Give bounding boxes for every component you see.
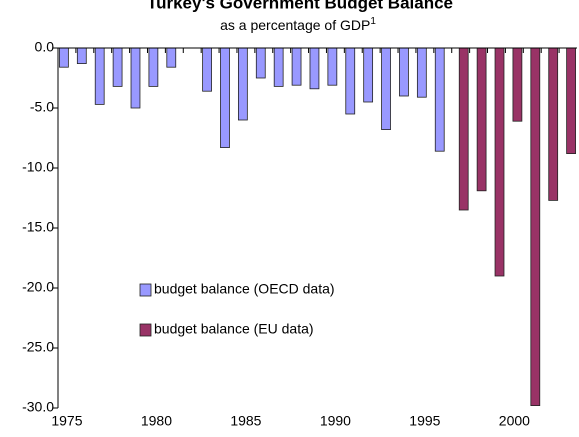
bar <box>434 47 445 152</box>
y-tick-label: -20.0 <box>22 279 54 295</box>
bar <box>255 47 266 79</box>
bar <box>291 47 302 86</box>
bar <box>458 47 469 211</box>
bar <box>237 47 248 121</box>
bar <box>327 47 338 86</box>
bar <box>494 47 505 277</box>
x-tick-label: 1975 <box>51 413 82 429</box>
subtitle-text: as a percentage of GDP <box>220 17 370 33</box>
bar <box>363 47 374 103</box>
bar <box>566 47 576 154</box>
bar <box>381 47 391 130</box>
legend-label: budget balance (EU data) <box>154 321 314 337</box>
chart-title: Turkey's Government Budget Balance <box>147 0 453 12</box>
bar <box>548 47 559 201</box>
bar <box>220 47 230 148</box>
bar <box>273 47 284 87</box>
legend-label: budget balance (OECD data) <box>154 281 335 297</box>
bar <box>112 47 123 87</box>
bar <box>130 47 141 109</box>
x-tick-label: 1995 <box>409 413 440 429</box>
y-tick-label: -25.0 <box>22 339 54 355</box>
y-tick-label: -10.0 <box>22 159 54 175</box>
bar <box>345 47 356 115</box>
x-tick-label: 1985 <box>230 413 261 429</box>
bar <box>166 47 177 68</box>
y-tick-label: -15.0 <box>22 219 54 235</box>
bar <box>399 47 409 97</box>
x-tick-label: 2000 <box>499 413 530 429</box>
x-tick-label: 1980 <box>141 413 172 429</box>
y-tick-label: 0.0 <box>35 39 55 55</box>
bar <box>530 47 541 407</box>
x-tick-label: 1990 <box>320 413 351 429</box>
bar <box>309 47 320 90</box>
y-tick-label: -30.0 <box>22 399 54 415</box>
bar <box>512 47 523 122</box>
y-tick-label: -5.0 <box>30 99 54 115</box>
bar <box>202 47 212 92</box>
bar <box>416 47 427 98</box>
bar <box>94 47 105 105</box>
bar <box>59 47 69 68</box>
bar <box>148 47 159 87</box>
bar <box>76 47 87 65</box>
legend-swatch <box>139 283 152 297</box>
chart-subtitle: as a percentage of GDP1 <box>220 16 376 33</box>
legend-swatch <box>139 323 152 337</box>
bar <box>476 47 487 192</box>
subtitle-footnote: 1 <box>370 16 376 27</box>
